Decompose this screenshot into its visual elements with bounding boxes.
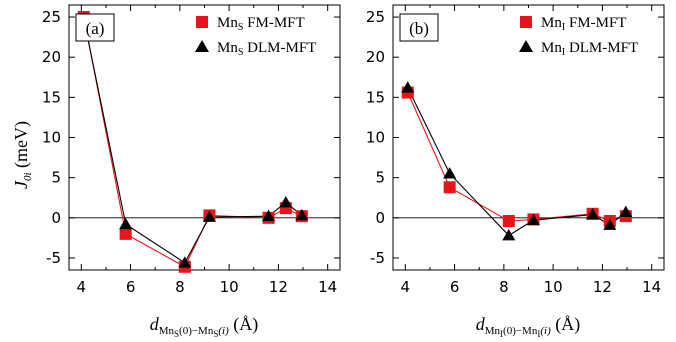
y-tick-label-b-20: 20	[366, 48, 385, 66]
x-axis-title-b: dMnI(0)−MnI(i) (Å)	[476, 314, 580, 339]
panel-label-b: (b)	[399, 13, 439, 42]
x-axis-title-b-subsub2: I	[537, 329, 540, 339]
point-b-s1-6	[619, 205, 633, 218]
legend-label-b-1: MnI DLM-MFT	[541, 40, 638, 58]
x-axis-title-a-end: (i)	[218, 325, 229, 337]
point-b-s1-0	[401, 81, 415, 93]
legend-label-main-a-0: Mn	[217, 15, 238, 31]
point-a-s1-4	[262, 209, 276, 222]
legend-label-a-1: MnS DLM-MFT	[217, 40, 316, 58]
x-tick-label-b-12: 12	[593, 278, 612, 296]
legend-marker-b-1	[519, 40, 533, 52]
y-tick-label-a--5: -5	[46, 249, 61, 267]
point-a-s1-6	[295, 208, 309, 221]
x-tick-label-b-10: 10	[544, 278, 563, 296]
y-tick-label-a-25: 25	[42, 8, 61, 26]
legend-label-rest-a-0: FM-MFT	[243, 15, 304, 31]
point-a-s1-1	[119, 217, 133, 230]
panel-label-box-b	[399, 13, 439, 42]
x-tick-label-a-12: 12	[269, 278, 288, 296]
x-tick-label-a-4: 4	[77, 278, 87, 296]
legend-label-main-b-1: Mn	[541, 40, 562, 56]
panel-label-box-a	[75, 13, 115, 42]
y-axis-title-main: J	[11, 180, 31, 189]
x-axis-title-b-sub1: Mn	[485, 325, 501, 337]
y-axis-title: J0i (meV)	[11, 121, 34, 189]
legend-marker-a-0	[196, 16, 208, 28]
legend-label-rest-b-1: DLM-MFT	[565, 40, 638, 56]
legend-label-rest-a-1: DLM-MFT	[243, 40, 316, 56]
point-b-s1-3	[526, 213, 540, 226]
point-b-s1-5	[603, 218, 617, 230]
legend-label-main-b-0: Mn	[541, 15, 562, 31]
legend-marker-a-1	[195, 40, 209, 52]
y-tick-label-b-5: 5	[375, 169, 385, 187]
x-tick-label-a-10: 10	[220, 278, 239, 296]
series-line-b-0	[407, 92, 626, 222]
legend-label-b-0: MnI FM-MFT	[541, 15, 626, 33]
x-axis-title-b-main: d	[476, 314, 486, 334]
y-tick-label-b-15: 15	[366, 88, 385, 106]
x-tick-label-b-8: 8	[499, 278, 509, 296]
x-axis-title-a: dMnS(0)−MnS(i) (Å)	[150, 314, 259, 339]
point-b-s0-2	[502, 215, 515, 228]
legend-label-rest-b-0: FM-MFT	[565, 15, 626, 31]
x-tick-label-b-4: 4	[401, 278, 411, 296]
point-b-s1-2	[502, 228, 516, 241]
panel-label-text-a: (a)	[86, 19, 105, 38]
point-a-s1-5	[279, 196, 293, 208]
legend-label-sub-a-0: S	[238, 22, 244, 33]
y-tick-label-a-10: 10	[42, 129, 61, 147]
point-a-s0-1	[119, 227, 132, 240]
y-tick-label-b--5: -5	[370, 249, 385, 267]
y-tick-label-b-25: 25	[366, 8, 385, 26]
panel-label-a: (a)	[75, 13, 115, 42]
x-axis-title-a-subsub2: S	[213, 329, 218, 339]
y-tick-label-a-20: 20	[42, 48, 61, 66]
panel-label-text-b: (b)	[409, 19, 429, 38]
x-axis-title-b-end: (i)	[540, 325, 551, 337]
legend-label-sub-b-1: I	[562, 47, 565, 58]
x-tick-label-a-6: 6	[126, 278, 136, 296]
x-axis-title-a-mid: (0)−Mn	[179, 325, 214, 337]
y-tick-label-a-0: 0	[51, 209, 61, 227]
y-tick-label-a-15: 15	[42, 88, 61, 106]
point-a-s1-2	[178, 256, 192, 268]
x-axis-title-a-subsub1: S	[174, 329, 179, 339]
x-axis-title-a-sub1: Mn	[159, 325, 175, 337]
x-tick-label-a-8: 8	[175, 278, 185, 296]
legend-label-a-0: MnS FM-MFT	[217, 15, 305, 33]
x-axis-title-a-main: d	[150, 314, 160, 334]
x-tick-label-b-6: 6	[450, 278, 460, 296]
legend-label-main-a-1: Mn	[217, 40, 238, 56]
y-axis-title-unit: (meV)	[11, 121, 32, 172]
legend-label-sub-b-0: I	[562, 22, 565, 33]
legend-marker-b-0	[520, 16, 532, 28]
x-axis-title-b-subsub1: I	[500, 329, 503, 339]
y-tick-label-a-5: 5	[51, 169, 61, 187]
point-b-s1-1	[443, 167, 457, 179]
x-axis-title-b-unit: (Å)	[551, 314, 581, 335]
point-b-s1-4	[586, 208, 600, 220]
y-tick-label-b-10: 10	[366, 129, 385, 147]
point-a-s1-3	[202, 210, 216, 222]
point-b-s0-1	[443, 181, 456, 194]
x-axis-title-a-unit: (Å)	[229, 314, 259, 335]
x-axis-title-b-mid: (0)−Mn	[503, 325, 538, 337]
y-axis-title-sub: 0i	[22, 172, 34, 181]
x-tick-label-a-14: 14	[318, 278, 337, 296]
legend-label-sub-a-1: S	[238, 47, 244, 58]
y-tick-label-b-0: 0	[375, 209, 385, 227]
x-tick-label-b-14: 14	[642, 278, 661, 296]
